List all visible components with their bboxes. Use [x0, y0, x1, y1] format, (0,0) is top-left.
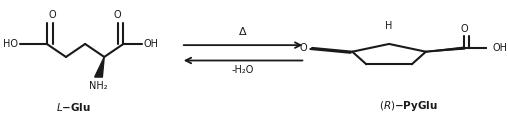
Text: O: O: [460, 24, 468, 34]
Text: O: O: [114, 10, 121, 20]
Text: Δ: Δ: [239, 27, 247, 37]
Polygon shape: [426, 47, 465, 52]
Polygon shape: [94, 57, 104, 77]
Text: OH: OH: [493, 43, 507, 53]
Text: NH₂: NH₂: [89, 81, 108, 91]
Text: ($\it{R}$)$\mathbf{-PyGlu}$: ($\it{R}$)$\mathbf{-PyGlu}$: [379, 98, 438, 113]
Text: OH: OH: [144, 39, 159, 49]
Text: H: H: [386, 21, 393, 31]
Text: -H₂O: -H₂O: [232, 65, 255, 75]
Text: $\it{L}$$\mathbf{-Glu}$: $\it{L}$$\mathbf{-Glu}$: [55, 101, 90, 113]
Text: O: O: [300, 43, 307, 53]
Text: O: O: [49, 10, 56, 20]
Text: HO: HO: [3, 39, 18, 49]
